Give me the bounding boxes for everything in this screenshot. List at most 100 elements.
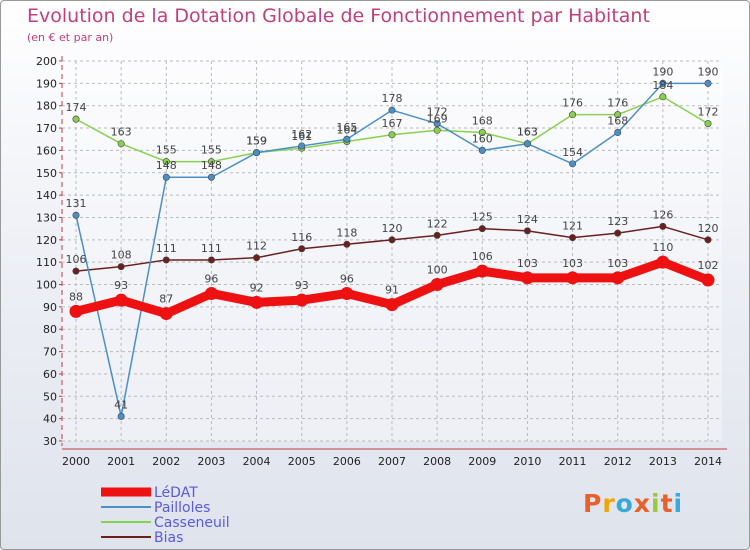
data-label: 93: [114, 279, 128, 292]
data-label: 102: [698, 259, 719, 272]
data-point: [569, 160, 577, 168]
data-label: 163: [111, 126, 132, 139]
x-tick-label: 2012: [604, 455, 632, 468]
data-label: 96: [340, 272, 354, 285]
data-label: 155: [201, 144, 222, 157]
data-label: 176: [562, 97, 583, 110]
x-tick-label: 2010: [513, 455, 541, 468]
data-point: [430, 278, 444, 292]
y-tick-label: 160: [36, 144, 57, 157]
data-label: 92: [250, 281, 264, 294]
data-point: [117, 140, 125, 148]
logo-letter: i: [651, 489, 661, 518]
y-tick-label: 170: [36, 122, 57, 135]
logo-letter: i: [673, 489, 684, 518]
data-label: 122: [427, 217, 448, 230]
data-label: 176: [607, 97, 628, 110]
data-label: 121: [562, 220, 583, 233]
data-label: 154: [562, 146, 583, 159]
y-tick-label: 150: [36, 167, 57, 180]
data-point: [117, 412, 125, 420]
data-label: 103: [562, 257, 583, 270]
data-label: 165: [336, 121, 357, 134]
data-label: 93: [295, 279, 309, 292]
data-point: [475, 264, 489, 278]
data-label: 88: [69, 290, 83, 303]
series-layer: [69, 79, 715, 420]
y-tick-label: 140: [36, 189, 57, 202]
data-label: 124: [517, 213, 538, 226]
data-label: 163: [517, 126, 538, 139]
y-tick-label: 110: [36, 256, 57, 269]
x-tick-label: 2014: [694, 455, 722, 468]
data-point: [659, 79, 667, 87]
x-tick-label: 2011: [559, 455, 587, 468]
y-tick-label: 50: [43, 390, 57, 403]
data-label: 178: [382, 92, 403, 105]
data-label: 155: [156, 144, 177, 157]
logo-letter: t: [660, 489, 674, 518]
data-point: [656, 255, 670, 269]
x-tick-label: 2008: [423, 455, 451, 468]
data-label: 103: [517, 257, 538, 270]
data-point: [343, 135, 351, 143]
data-label: 163: [517, 126, 538, 139]
x-tick-label: 2002: [152, 455, 180, 468]
data-label: 116: [291, 231, 312, 244]
data-label: 106: [66, 253, 87, 266]
data-label: 162: [291, 128, 312, 141]
y-tick-label: 100: [36, 279, 57, 292]
data-label: 96: [204, 272, 218, 285]
data-point: [523, 140, 531, 148]
data-label: 190: [652, 65, 673, 78]
data-point: [614, 111, 622, 119]
data-point: [295, 293, 309, 307]
plot-area: [62, 61, 722, 441]
data-point: [253, 254, 261, 262]
data-label: 111: [156, 242, 177, 255]
data-point: [72, 267, 80, 275]
data-label: 148: [201, 159, 222, 172]
data-point: [72, 211, 80, 219]
data-point: [433, 231, 441, 239]
x-tick-label: 2000: [62, 455, 90, 468]
data-point: [478, 129, 486, 137]
data-point: [204, 286, 218, 300]
data-point: [659, 222, 667, 230]
data-label: 108: [111, 249, 132, 262]
proxiti-logo: Proxiti: [583, 489, 683, 518]
y-tick-label: 180: [36, 100, 57, 113]
data-label: 168: [472, 115, 493, 128]
chart-title: Evolution de la Dotation Globale de Fonc…: [27, 5, 650, 27]
data-point: [207, 158, 215, 166]
logo-letter: x: [633, 489, 651, 518]
data-point: [114, 293, 128, 307]
data-point: [162, 158, 170, 166]
data-label: 172: [698, 106, 719, 119]
data-point: [611, 271, 625, 285]
data-label: 112: [246, 240, 267, 253]
x-tick-label: 2007: [378, 455, 406, 468]
data-point: [69, 304, 83, 318]
data-point: [207, 173, 215, 181]
x-tick-label: 2005: [288, 455, 316, 468]
data-label: 100: [427, 264, 448, 277]
legend-label: Casseneuil: [154, 515, 230, 531]
data-label: 167: [382, 117, 403, 130]
chart-subtitle: (en € et par an): [27, 31, 114, 44]
data-label: 169: [427, 112, 448, 125]
data-point: [433, 120, 441, 128]
y-tick-label: 80: [43, 323, 57, 336]
data-label: 120: [382, 222, 403, 235]
data-point: [388, 236, 396, 244]
data-point: [478, 225, 486, 233]
data-point: [659, 93, 667, 101]
logo-letter: P: [583, 489, 603, 518]
y-tick-label: 90: [43, 301, 57, 314]
data-point: [614, 129, 622, 137]
data-point: [72, 115, 80, 123]
data-label: 103: [607, 257, 628, 270]
